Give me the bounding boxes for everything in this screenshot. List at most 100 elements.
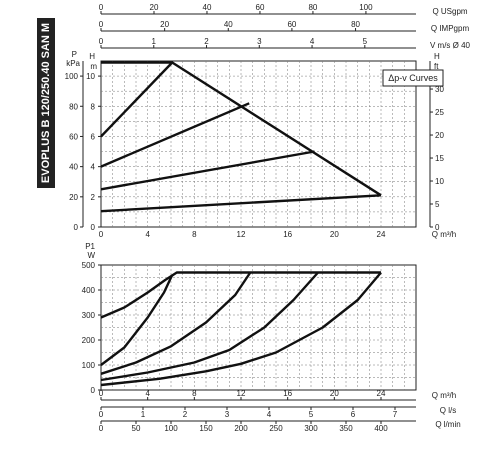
power-curve xyxy=(100,271,382,387)
head-x-axis-label: Q m³/h xyxy=(432,230,456,239)
power-tick-label: 300 xyxy=(82,311,96,320)
ft-tick-label: 10 xyxy=(435,177,444,186)
ft-axis-label: H xyxy=(434,52,440,61)
top-axis-tick-label: 2 xyxy=(204,37,209,46)
bottom-axis-tick-label: 250 xyxy=(269,424,283,433)
head-x-tick-label: 8 xyxy=(192,230,197,239)
head-m-axis-unit: m xyxy=(90,62,97,71)
top-axis-label: V m/s Ø 40 xyxy=(430,41,471,50)
top-axis-tick-label: 4 xyxy=(310,37,315,46)
power-x-tick-label: 20 xyxy=(330,389,339,398)
bottom-axis-tick-label: 0 xyxy=(99,410,104,419)
top-axis-tick-label: 1 xyxy=(152,37,157,46)
kpa-axis-unit: kPa xyxy=(66,59,80,68)
top-axis-tick-label: 5 xyxy=(363,37,368,46)
power-tick-label: 100 xyxy=(82,361,96,370)
power-x-tick-label: 24 xyxy=(377,389,386,398)
power-axis-unit: W xyxy=(87,251,95,260)
kpa-tick-label: 100 xyxy=(65,72,79,81)
legend-label: Δp-v Curves xyxy=(388,73,438,83)
kpa-tick-label: 80 xyxy=(69,102,78,111)
bottom-axis-tick-label: 7 xyxy=(393,410,398,419)
power-curve xyxy=(100,274,174,366)
head-plot-frame xyxy=(100,60,417,228)
bottom-axis-tick-label: 6 xyxy=(351,410,356,419)
head-m-tick-label: 8 xyxy=(91,102,96,111)
kpa-axis-label: P xyxy=(72,50,77,59)
bottom-axis-tick-label: 1 xyxy=(141,410,146,419)
head-m-axis-label: H xyxy=(89,52,95,61)
top-axis-label: Q USgpm xyxy=(432,7,467,16)
top-axis-tick-label: 60 xyxy=(287,20,296,29)
ft-tick-label: 25 xyxy=(435,108,444,117)
bottom-axis-tick-label: 200 xyxy=(234,424,248,433)
head-curve xyxy=(100,61,174,138)
top-axis-tick-label: 40 xyxy=(203,3,212,12)
top-axis-tick-label: 0 xyxy=(99,37,104,46)
bottom-axis-tick-label: 400 xyxy=(374,424,388,433)
head-x-tick-label: 20 xyxy=(330,230,339,239)
power-x-tick-label: 8 xyxy=(192,389,197,398)
head-curve xyxy=(100,102,250,168)
ft-tick-label: 15 xyxy=(435,154,444,163)
power-tick-label: 200 xyxy=(82,336,96,345)
head-x-tick-label: 24 xyxy=(377,230,386,239)
top-axis-tick-label: 80 xyxy=(308,3,317,12)
head-m-tick-label: 0 xyxy=(91,223,96,232)
bottom-axis-tick-label: 150 xyxy=(199,424,213,433)
power-curve xyxy=(100,271,381,319)
legend-box xyxy=(382,69,444,87)
top-axis-tick-label: 40 xyxy=(224,20,233,29)
top-axis-tick-label: 3 xyxy=(257,37,262,46)
power-x-tick-label: 16 xyxy=(283,389,292,398)
ft-tick-label: 30 xyxy=(435,85,444,94)
bottom-axis-tick-label: 2 xyxy=(183,410,188,419)
bottom-axis-tick-label: 350 xyxy=(339,424,353,433)
power-axis-label: P1 xyxy=(85,242,95,251)
kpa-tick-label: 40 xyxy=(69,163,78,172)
kpa-tick-label: 60 xyxy=(69,132,78,141)
bottom-axis-label: Q l/min xyxy=(435,420,460,429)
bottom-axis-tick-label: 5 xyxy=(309,410,314,419)
power-x-tick-label: 12 xyxy=(237,389,246,398)
head-m-tick-label: 2 xyxy=(91,193,96,202)
top-axis-tick-label: 0 xyxy=(99,3,104,12)
head-x-tick-label: 16 xyxy=(283,230,292,239)
product-title-banner: EVOPLUS B 120/250.40 SAN M xyxy=(37,18,55,188)
kpa-tick-label: 20 xyxy=(69,193,78,202)
bottom-axis-tick-label: 0 xyxy=(99,424,104,433)
ft-axis-unit: ft xyxy=(434,62,439,71)
top-axis-tick-label: 100 xyxy=(359,3,373,12)
head-curve xyxy=(100,150,315,191)
head-m-tick-label: 4 xyxy=(91,163,96,172)
power-x-tick-label: 0 xyxy=(99,389,104,398)
top-axis-label: Q IMPgpm xyxy=(431,24,470,33)
ft-tick-label: 20 xyxy=(435,131,444,140)
head-m-tick-label: 6 xyxy=(91,132,96,141)
bottom-axis-tick-label: 100 xyxy=(164,424,178,433)
top-axis-tick-label: 20 xyxy=(150,3,159,12)
power-tick-label: 0 xyxy=(91,386,96,395)
power-x-tick-label: 4 xyxy=(145,389,150,398)
head-x-tick-label: 0 xyxy=(99,230,104,239)
power-tick-label: 400 xyxy=(82,286,96,295)
bottom-axis-tick-label: 300 xyxy=(304,424,318,433)
head-curve xyxy=(100,194,382,213)
ft-tick-label: 0 xyxy=(435,223,440,232)
top-axis-tick-label: 80 xyxy=(351,20,360,29)
power-x-axis-label: Q m³/h xyxy=(432,391,456,400)
bottom-axis-tick-label: 3 xyxy=(225,410,230,419)
top-axis-tick-label: 20 xyxy=(160,20,169,29)
head-x-tick-label: 4 xyxy=(145,230,150,239)
head-x-tick-label: 12 xyxy=(237,230,246,239)
head-m-tick-label: 10 xyxy=(86,72,95,81)
power-tick-label: 500 xyxy=(82,261,96,270)
top-axis-tick-label: 0 xyxy=(99,20,104,29)
bottom-axis-tick-label: 50 xyxy=(132,424,141,433)
bottom-axis-label: Q l/s xyxy=(440,406,456,415)
ft-tick-label: 5 xyxy=(435,200,440,209)
kpa-tick-label: 0 xyxy=(74,223,79,232)
power-curve xyxy=(100,271,252,375)
top-axis-tick-label: 60 xyxy=(256,3,265,12)
